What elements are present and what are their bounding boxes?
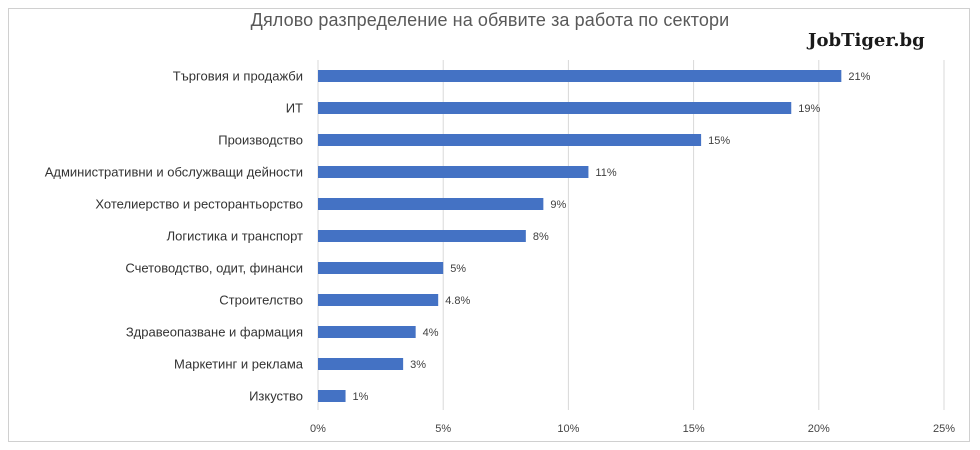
bar-5 [318, 230, 526, 242]
data-label: 9% [550, 199, 566, 211]
bar-4 [318, 198, 544, 210]
category-label: Счетоводство, одит, финанси [125, 261, 303, 276]
data-label: 1% [353, 391, 369, 403]
jobtiger-watermark: JobTiger.bg [808, 30, 925, 51]
x-tick-label: 10% [557, 423, 579, 435]
category-label: Строителство [219, 293, 303, 308]
bar-9 [318, 358, 404, 370]
data-labels: 21% 19% 15% 11% 9% 8% 5% 4.8% 4% 3% 1% [353, 71, 871, 403]
bar-1 [318, 102, 792, 114]
x-tick-label: 20% [808, 423, 830, 435]
x-tick-label: 15% [683, 423, 705, 435]
category-label: Здравеопазване и фармация [126, 325, 303, 340]
data-label: 4.8% [445, 295, 470, 307]
x-tick-label: 25% [933, 423, 955, 435]
bar-7 [318, 294, 439, 306]
category-label: ИТ [286, 101, 303, 116]
chart-title: Дялово разпределение на обявите за работ… [250, 10, 730, 30]
category-label: Изкуство [249, 389, 303, 404]
data-label: 19% [798, 103, 820, 115]
bar-0 [318, 70, 842, 82]
gridlines [317, 60, 945, 410]
data-label: 8% [533, 231, 549, 243]
bar-8 [318, 326, 416, 338]
x-tick-label: 0% [310, 423, 326, 435]
category-label: Административни и обслужващи дейности [45, 165, 303, 180]
data-label: 5% [450, 263, 466, 275]
bar-6 [318, 262, 444, 274]
category-label: Производство [218, 133, 303, 148]
bar-10 [318, 390, 346, 402]
bar-3 [318, 166, 589, 178]
x-tick-label: 5% [435, 423, 451, 435]
bar-2 [318, 134, 702, 146]
data-label: 21% [848, 71, 870, 83]
category-labels: Търговия и продажби ИТ Производство Админис… [45, 69, 304, 404]
category-label: Маркетинг и реклама [174, 357, 304, 372]
data-label: 4% [423, 327, 439, 339]
data-label: 11% [595, 167, 616, 179]
category-label: Логистика и транспорт [167, 229, 303, 244]
category-label: Търговия и продажби [173, 69, 303, 84]
bars [318, 70, 842, 402]
data-label: 15% [708, 135, 730, 147]
x-axis-ticks: 0% 5% 10% 15% 20% 25% [310, 423, 955, 435]
data-label: 3% [410, 359, 426, 371]
category-label: Хотелиерство и ресторантьорство [95, 197, 303, 212]
